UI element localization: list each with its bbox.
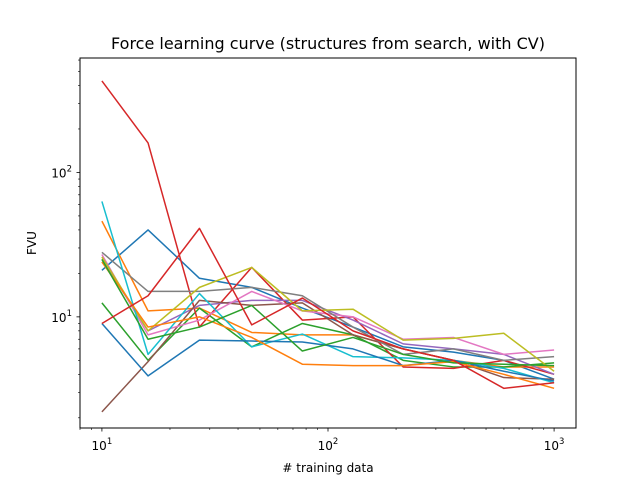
chart-title: Force learning curve (structures from se…	[111, 34, 545, 53]
series-line-6	[101, 299, 555, 413]
series-line-13	[101, 259, 555, 367]
x-tick-label: 103	[544, 437, 565, 453]
series-line-9	[101, 256, 555, 372]
series-line-11	[101, 322, 555, 382]
plot-frame	[79, 57, 577, 429]
x-ticks: 101 102 103	[79, 428, 565, 453]
y-tick-label: 101	[51, 309, 72, 325]
series-line-1	[101, 229, 555, 380]
x-axis-label: # training data	[282, 461, 373, 475]
series-line-8	[101, 251, 555, 362]
series-line-14	[101, 227, 555, 390]
series-layer	[101, 80, 555, 413]
series-line-12	[101, 261, 555, 390]
y-axis-label: FVU	[25, 231, 39, 255]
x-tick-label: 102	[318, 437, 339, 453]
y-tick-label: 102	[51, 164, 72, 180]
series-line-3	[101, 302, 555, 368]
y-ticks: 101 102	[51, 59, 80, 419]
x-tick-label: 101	[92, 437, 113, 453]
